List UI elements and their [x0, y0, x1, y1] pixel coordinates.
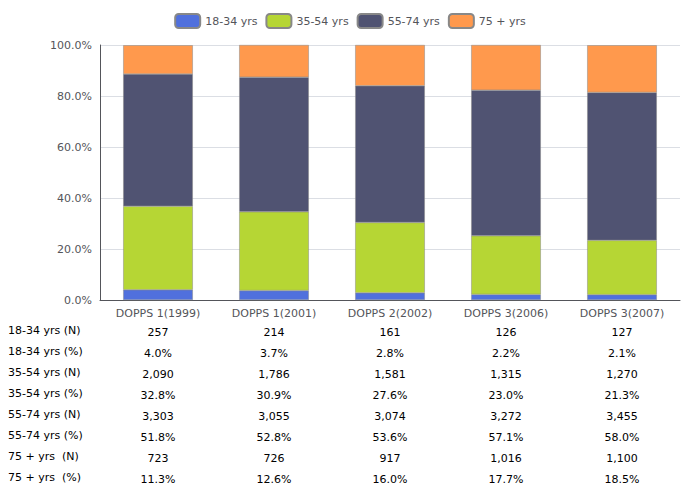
svg-text:18-34 yrs (N): 18-34 yrs (N)	[8, 324, 81, 337]
svg-text:1,270: 1,270	[606, 368, 638, 381]
svg-text:35-54 yrs (N): 35-54 yrs (N)	[8, 366, 81, 379]
svg-text:1,100: 1,100	[606, 452, 638, 465]
svg-text:17.7%: 17.7%	[489, 473, 524, 486]
svg-text:214: 214	[264, 326, 285, 339]
svg-text:55-74 yrs (N): 55-74 yrs (N)	[8, 408, 81, 421]
svg-text:80.0%: 80.0%	[57, 90, 92, 103]
svg-text:917: 917	[380, 452, 401, 465]
svg-text:57.1%: 57.1%	[489, 431, 524, 444]
svg-text:DOPPS 2(2002): DOPPS 2(2002)	[348, 307, 432, 320]
svg-text:126: 126	[496, 326, 517, 339]
svg-text:100.0%: 100.0%	[50, 39, 92, 52]
svg-text:58.0%: 58.0%	[605, 431, 640, 444]
svg-text:12.6%: 12.6%	[257, 473, 292, 486]
svg-text:51.8%: 51.8%	[141, 431, 176, 444]
svg-text:161: 161	[380, 326, 401, 339]
svg-text:3,074: 3,074	[374, 410, 406, 423]
svg-text:18.5%: 18.5%	[605, 473, 640, 486]
svg-text:DOPPS 1(2001): DOPPS 1(2001)	[232, 307, 316, 320]
svg-text:3.7%: 3.7%	[260, 347, 288, 360]
svg-text:20.0%: 20.0%	[57, 243, 92, 256]
svg-text:3,455: 3,455	[606, 410, 638, 423]
svg-text:4.0%: 4.0%	[144, 347, 172, 360]
svg-text:DOPPS 1(1999): DOPPS 1(1999)	[116, 307, 200, 320]
svg-text:2.1%: 2.1%	[608, 347, 636, 360]
svg-text:1,786: 1,786	[258, 368, 290, 381]
svg-text:3,272: 3,272	[490, 410, 522, 423]
svg-text:27.6%: 27.6%	[373, 389, 408, 402]
svg-text:21.3%: 21.3%	[605, 389, 640, 402]
svg-text:53.6%: 53.6%	[373, 431, 408, 444]
svg-text:2.2%: 2.2%	[492, 347, 520, 360]
svg-text:75 + yrs: 75 + yrs	[479, 15, 526, 28]
svg-text:35-54 yrs (%): 35-54 yrs (%)	[8, 387, 83, 400]
svg-text:11.3%: 11.3%	[141, 473, 176, 486]
svg-text:726: 726	[264, 452, 285, 465]
svg-text:3,055: 3,055	[258, 410, 290, 423]
svg-text:55-74 yrs: 55-74 yrs	[388, 15, 440, 28]
svg-text:55-74 yrs (%): 55-74 yrs (%)	[8, 429, 83, 442]
svg-text:35-54 yrs: 35-54 yrs	[296, 15, 348, 28]
svg-text:723: 723	[148, 452, 169, 465]
svg-text:75 + yrs (%): 75 + yrs (%)	[8, 471, 81, 484]
svg-text:40.0%: 40.0%	[57, 192, 92, 205]
svg-text:3,303: 3,303	[142, 410, 174, 423]
svg-text:1,581: 1,581	[374, 368, 406, 381]
svg-text:DOPPS 3(2006): DOPPS 3(2006)	[464, 307, 548, 320]
svg-text:60.0%: 60.0%	[57, 141, 92, 154]
svg-text:2,090: 2,090	[142, 368, 174, 381]
svg-text:32.8%: 32.8%	[141, 389, 176, 402]
svg-text:0.0%: 0.0%	[64, 294, 92, 307]
svg-text:16.0%: 16.0%	[373, 473, 408, 486]
svg-text:18-34 yrs (%): 18-34 yrs (%)	[8, 345, 83, 358]
svg-text:30.9%: 30.9%	[257, 389, 292, 402]
svg-text:23.0%: 23.0%	[489, 389, 524, 402]
svg-text:1,016: 1,016	[490, 452, 522, 465]
svg-text:52.8%: 52.8%	[257, 431, 292, 444]
svg-text:2.8%: 2.8%	[376, 347, 404, 360]
svg-text:257: 257	[148, 326, 169, 339]
svg-text:127: 127	[612, 326, 633, 339]
svg-text:DOPPS 3(2007): DOPPS 3(2007)	[580, 307, 664, 320]
svg-text:18-34 yrs: 18-34 yrs	[205, 15, 257, 28]
svg-text:1,315: 1,315	[490, 368, 522, 381]
svg-text:75 + yrs (N): 75 + yrs (N)	[8, 450, 79, 463]
